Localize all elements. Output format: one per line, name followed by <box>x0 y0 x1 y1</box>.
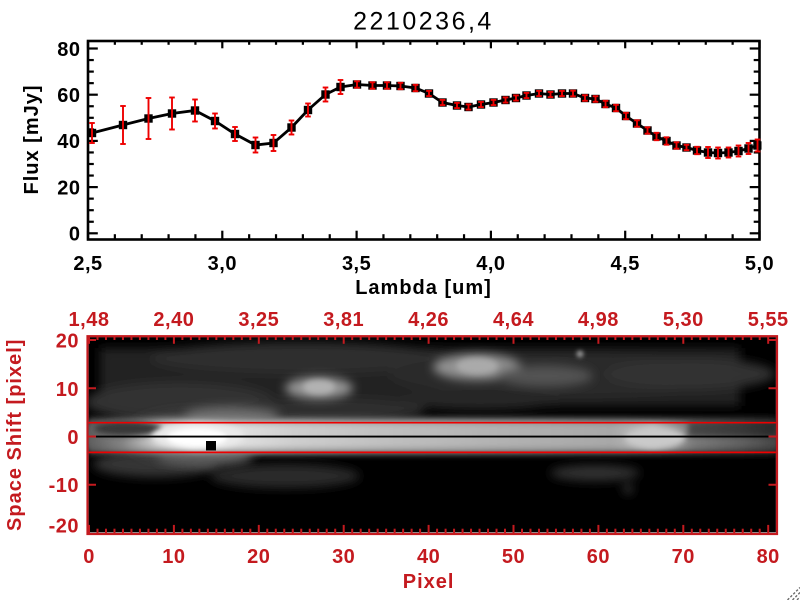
svg-text:60: 60 <box>57 85 80 107</box>
svg-text:Space Shift [pixel]: Space Shift [pixel] <box>4 339 26 531</box>
svg-text:80: 80 <box>57 39 80 61</box>
svg-text:80: 80 <box>757 546 780 568</box>
svg-text:70: 70 <box>672 546 695 568</box>
svg-text:4,26: 4,26 <box>408 309 449 331</box>
svg-text:4,5: 4,5 <box>611 253 640 275</box>
svg-text:30: 30 <box>332 546 355 568</box>
svg-text:0: 0 <box>83 546 95 568</box>
svg-text:50: 50 <box>502 546 525 568</box>
svg-text:0: 0 <box>67 427 79 449</box>
svg-text:4,64: 4,64 <box>493 309 534 331</box>
svg-text:3,5: 3,5 <box>342 253 371 275</box>
svg-text:-20: -20 <box>49 516 79 538</box>
svg-text:Flux [mJy]: Flux [mJy] <box>21 84 43 194</box>
svg-text:10: 10 <box>162 546 185 568</box>
svg-text:20: 20 <box>247 546 270 568</box>
svg-text:40: 40 <box>57 131 80 153</box>
svg-text:10: 10 <box>56 379 79 401</box>
svg-text:40: 40 <box>417 546 440 568</box>
svg-text:Pixel: Pixel <box>403 571 455 593</box>
svg-text:4,98: 4,98 <box>578 309 619 331</box>
svg-text:5,0: 5,0 <box>745 253 774 275</box>
svg-text:5,30: 5,30 <box>663 309 704 331</box>
svg-text:0: 0 <box>69 224 81 246</box>
svg-text:3,0: 3,0 <box>208 253 237 275</box>
svg-text:-10: -10 <box>49 475 79 497</box>
svg-text:Lambda [um]: Lambda [um] <box>355 277 492 299</box>
svg-text:4,0: 4,0 <box>476 253 505 275</box>
svg-text:20: 20 <box>57 177 80 199</box>
svg-text:2210236,4: 2210236,4 <box>353 8 494 36</box>
svg-text:3,81: 3,81 <box>323 309 364 331</box>
svg-text:60: 60 <box>587 546 610 568</box>
svg-text:2,40: 2,40 <box>153 309 194 331</box>
svg-text:1,48: 1,48 <box>69 309 110 331</box>
svg-text:2,5: 2,5 <box>73 253 102 275</box>
svg-text:5,55: 5,55 <box>748 309 789 331</box>
svg-text:3,25: 3,25 <box>238 309 279 331</box>
svg-text:20: 20 <box>56 330 79 352</box>
